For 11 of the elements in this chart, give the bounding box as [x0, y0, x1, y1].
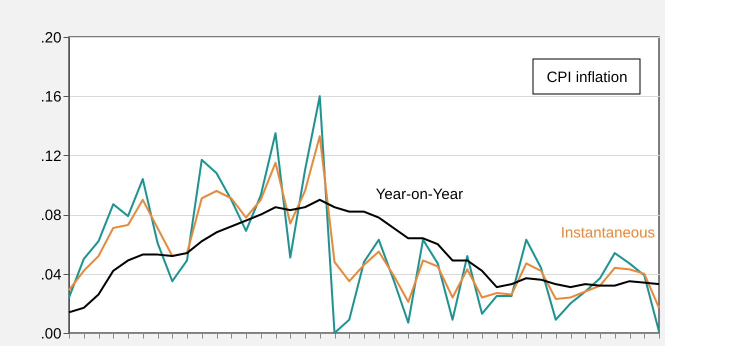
y-tick-label: .00 — [40, 326, 62, 342]
y-tick-label: .08 — [40, 207, 62, 224]
text: Instantaneous — [560, 224, 655, 242]
line-series — [68, 198, 660, 314]
y-tick-label: .20 — [40, 30, 62, 46]
annotation: CPI inflation — [546, 69, 628, 86]
y-tick-label: .04 — [40, 266, 62, 284]
series-label: Year-on-Year — [376, 186, 464, 203]
y-tick-label: .12 — [40, 148, 62, 165]
line-series — [68, 135, 660, 309]
y-tick-label: .16 — [40, 88, 62, 106]
